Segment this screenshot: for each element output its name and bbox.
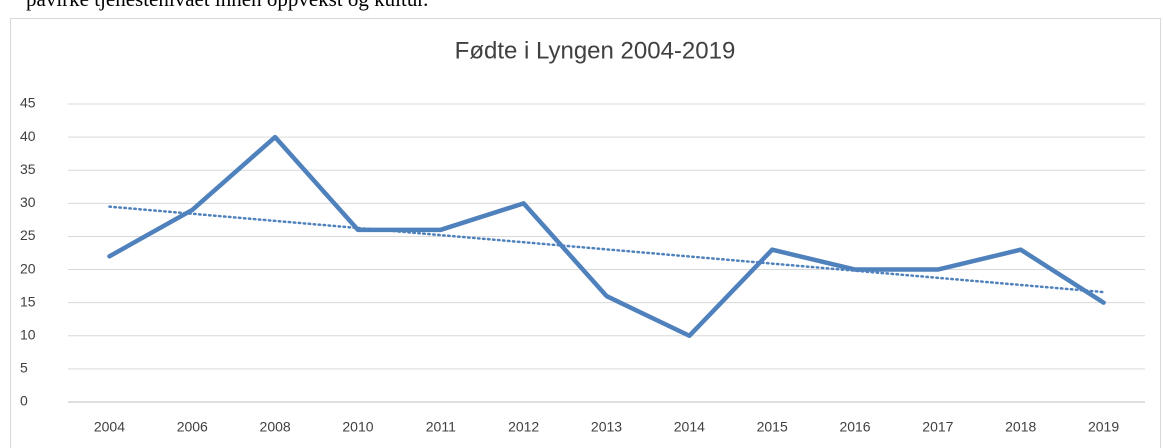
x-tick-label: 2015: [757, 419, 788, 435]
y-tick-label: 20: [20, 260, 36, 276]
x-tick-label: 2013: [591, 419, 622, 435]
y-tick-label: 30: [20, 194, 36, 210]
x-tick-label: 2014: [674, 419, 705, 435]
x-tick-label: 2012: [508, 419, 539, 435]
y-tick-label: 10: [20, 326, 36, 342]
y-tick-label: 45: [20, 95, 36, 111]
x-tick-label: 2018: [1005, 419, 1036, 435]
y-tick-label: 15: [20, 293, 36, 309]
x-tick-label: 2006: [177, 419, 208, 435]
y-tick-label: 35: [20, 161, 36, 177]
y-tick-label: 5: [20, 360, 28, 376]
x-tick-label: 2008: [260, 419, 291, 435]
trendline: [108, 205, 1105, 294]
chart-frame: [10, 18, 1161, 448]
x-tick-label: 2019: [1088, 419, 1119, 435]
x-tick-label: 2017: [922, 419, 953, 435]
document-text: påvirke tjenestenivået innen oppvekst og…: [26, 0, 428, 12]
y-tick-label: 40: [20, 128, 36, 144]
x-tick-label: 2004: [94, 419, 125, 435]
x-tick-label: 2010: [342, 419, 373, 435]
y-tick-label: 25: [20, 227, 36, 243]
x-tick-label: 2016: [839, 419, 870, 435]
y-tick-label: 0: [20, 393, 28, 409]
line-series: [107, 134, 1106, 339]
chart-title: Fødte i Lyngen 2004-2019: [455, 37, 736, 64]
x-tick-label: 2011: [426, 419, 456, 435]
